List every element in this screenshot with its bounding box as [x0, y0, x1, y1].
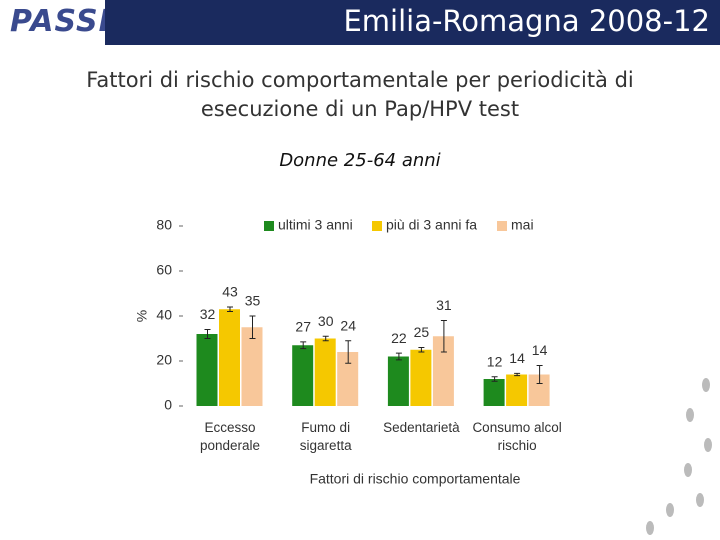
legend-label: più di 3 anni fa	[386, 217, 477, 233]
legend-swatch	[497, 221, 507, 231]
header-bar: Emilia-Romagna 2008-12	[105, 0, 720, 45]
bar	[410, 349, 432, 406]
bar	[292, 345, 314, 406]
decoration	[646, 378, 712, 535]
header-title: Emilia-Romagna 2008-12	[343, 4, 710, 38]
legend-swatch	[264, 221, 274, 231]
data-label: 30	[318, 313, 334, 329]
bar	[506, 374, 528, 406]
bar	[219, 309, 240, 406]
data-label: 25	[414, 324, 430, 340]
y-tick-label: 0	[164, 397, 172, 413]
bar	[387, 356, 409, 406]
bar	[314, 338, 336, 406]
bar	[196, 334, 218, 406]
data-label: 35	[245, 293, 261, 309]
legend-swatch	[372, 221, 382, 231]
data-label: 22	[391, 330, 407, 346]
data-label: 14	[509, 350, 525, 366]
bar	[528, 374, 550, 406]
legend-label: mai	[511, 217, 534, 233]
bar	[241, 327, 263, 406]
data-label: 43	[222, 284, 238, 300]
data-label: 31	[436, 297, 452, 313]
data-label: 14	[532, 342, 548, 358]
x-axis-title: Fattori di rischio comportamentale	[310, 471, 521, 487]
bar	[337, 352, 359, 406]
y-tick-label: 40	[156, 307, 172, 323]
bar	[483, 379, 505, 406]
y-tick-label: 60	[156, 262, 172, 278]
x-tick-label: Fumo di sigaretta	[299, 420, 352, 453]
data-label: 12	[487, 353, 503, 369]
bar	[432, 336, 454, 406]
data-label: 24	[340, 317, 356, 333]
data-label: 27	[295, 319, 311, 335]
x-tick-label: Consumo alcol rischio	[472, 420, 562, 453]
x-tick-label: Sedentarietà	[383, 420, 460, 435]
y-tick-label: 80	[156, 217, 172, 233]
logo: PASSI	[10, 4, 111, 39]
y-tick-label: 20	[156, 352, 172, 368]
y-axis-title: %	[134, 310, 150, 322]
chart-subtitle: Donne 25-64 anni	[279, 150, 441, 171]
chart-title: Fattori di rischio comportamentale per p…	[86, 68, 634, 121]
data-label: 32	[200, 306, 216, 322]
x-tick-label: Eccesso ponderale	[199, 420, 261, 453]
legend-label: ultimi 3 anni	[278, 217, 353, 233]
